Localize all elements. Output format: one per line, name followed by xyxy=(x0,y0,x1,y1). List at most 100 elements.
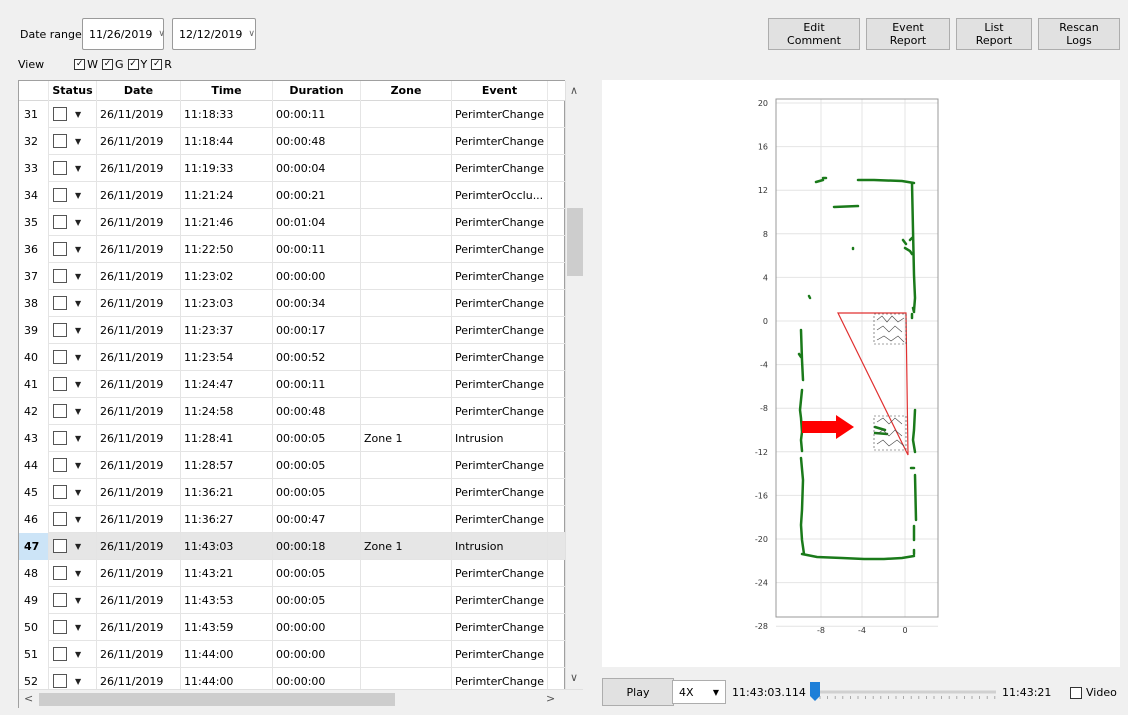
status-checkbox[interactable] xyxy=(53,539,67,553)
view-option-w[interactable]: ✓ W xyxy=(74,58,98,71)
column-header-event[interactable]: Event xyxy=(452,81,548,101)
column-header-status[interactable]: Status xyxy=(49,81,97,101)
status-dropdown[interactable]: ▼ xyxy=(49,505,97,533)
dropdown-arrow-icon[interactable]: ▼ xyxy=(75,298,82,308)
rescan-logs-button[interactable]: Rescan Logs xyxy=(1038,18,1120,50)
dropdown-arrow-icon[interactable]: ▼ xyxy=(75,244,82,254)
status-dropdown[interactable]: ▼ xyxy=(49,154,97,182)
table-row[interactable]: 33 ▼ 26/11/2019 11:19:33 00:00:04 PerimterCha… xyxy=(19,154,565,182)
table-row[interactable]: 46 ▼ 26/11/2019 11:36:27 00:00:47 PerimterCha… xyxy=(19,505,565,533)
view-option-g[interactable]: ✓ G xyxy=(102,58,124,71)
status-dropdown[interactable]: ▼ xyxy=(49,370,97,398)
status-dropdown[interactable]: ▼ xyxy=(49,316,97,344)
status-dropdown[interactable]: ▼ xyxy=(49,289,97,317)
row-number[interactable]: 48 xyxy=(19,559,49,587)
row-number[interactable]: 41 xyxy=(19,370,49,398)
status-checkbox[interactable] xyxy=(53,458,67,472)
dropdown-arrow-icon[interactable]: ▼ xyxy=(75,541,82,551)
row-number[interactable]: 31 xyxy=(19,100,49,128)
row-number[interactable]: 50 xyxy=(19,613,49,641)
status-dropdown[interactable]: ▼ xyxy=(49,586,97,614)
status-checkbox[interactable] xyxy=(53,215,67,229)
status-dropdown[interactable]: ▼ xyxy=(49,667,97,695)
table-row[interactable]: 49 ▼ 26/11/2019 11:43:53 00:00:05 PerimterCha… xyxy=(19,586,565,614)
row-number[interactable]: 36 xyxy=(19,235,49,263)
column-header-time[interactable]: Time xyxy=(181,81,273,101)
status-dropdown[interactable]: ▼ xyxy=(49,424,97,452)
status-checkbox[interactable] xyxy=(53,188,67,202)
start-date-picker[interactable]: 11/26/2019 ∨ xyxy=(82,18,165,50)
table-row[interactable]: 31 ▼ 26/11/2019 11:18:33 00:00:11 PerimterCha… xyxy=(19,100,565,128)
horizontal-scrollbar[interactable]: < > xyxy=(19,689,583,708)
scroll-up-icon[interactable]: ∧ xyxy=(570,84,579,97)
status-dropdown[interactable]: ▼ xyxy=(49,127,97,155)
dropdown-arrow-icon[interactable]: ▼ xyxy=(75,487,82,497)
status-checkbox[interactable] xyxy=(53,647,67,661)
table-row[interactable]: 40 ▼ 26/11/2019 11:23:54 00:00:52 PerimterCha… xyxy=(19,343,565,371)
table-row[interactable]: 37 ▼ 26/11/2019 11:23:02 00:00:00 PerimterCha… xyxy=(19,262,565,290)
dropdown-arrow-icon[interactable]: ▼ xyxy=(75,217,82,227)
status-checkbox[interactable] xyxy=(53,620,67,634)
row-number[interactable]: 37 xyxy=(19,262,49,290)
row-number[interactable]: 45 xyxy=(19,478,49,506)
status-dropdown[interactable]: ▼ xyxy=(49,208,97,236)
scroll-down-icon[interactable]: ∨ xyxy=(570,671,579,684)
end-date-picker[interactable]: 12/12/2019 ∨ xyxy=(172,18,256,50)
table-row[interactable]: 34 ▼ 26/11/2019 11:21:24 00:00:21 PerimterOcc… xyxy=(19,181,565,209)
row-number[interactable]: 47 xyxy=(19,532,49,560)
dropdown-arrow-icon[interactable]: ▼ xyxy=(75,622,82,632)
status-dropdown[interactable]: ▼ xyxy=(49,532,97,560)
status-checkbox[interactable] xyxy=(53,674,67,688)
status-checkbox[interactable] xyxy=(53,107,67,121)
playback-slider[interactable] xyxy=(808,680,1000,704)
dropdown-arrow-icon[interactable]: ▼ xyxy=(75,514,82,524)
dropdown-arrow-icon[interactable]: ▼ xyxy=(75,568,82,578)
dropdown-arrow-icon[interactable]: ▼ xyxy=(75,109,82,119)
view-option-r[interactable]: ✓ R xyxy=(151,58,172,71)
status-checkbox[interactable] xyxy=(53,269,67,283)
status-checkbox[interactable] xyxy=(53,431,67,445)
row-number[interactable]: 32 xyxy=(19,127,49,155)
speed-select[interactable]: 4X ▼ xyxy=(672,680,726,704)
table-row[interactable]: 32 ▼ 26/11/2019 11:18:44 00:00:48 PerimterCha… xyxy=(19,127,565,155)
dropdown-arrow-icon[interactable]: ▼ xyxy=(75,433,82,443)
status-dropdown[interactable]: ▼ xyxy=(49,478,97,506)
status-checkbox[interactable] xyxy=(53,512,67,526)
row-number[interactable]: 51 xyxy=(19,640,49,668)
scroll-left-icon[interactable]: < xyxy=(24,692,34,705)
vertical-scroll-thumb[interactable] xyxy=(567,208,583,276)
table-row[interactable]: 39 ▼ 26/11/2019 11:23:37 00:00:17 PerimterCha… xyxy=(19,316,565,344)
table-row[interactable]: 38 ▼ 26/11/2019 11:23:03 00:00:34 PerimterCha… xyxy=(19,289,565,317)
status-checkbox[interactable] xyxy=(53,593,67,607)
status-dropdown[interactable]: ▼ xyxy=(49,397,97,425)
table-row[interactable]: 36 ▼ 26/11/2019 11:22:50 00:00:11 PerimterCha… xyxy=(19,235,565,263)
edit-comment-button[interactable]: Edit Comment xyxy=(768,18,860,50)
row-number[interactable]: 46 xyxy=(19,505,49,533)
row-number[interactable]: 40 xyxy=(19,343,49,371)
table-row[interactable]: 44 ▼ 26/11/2019 11:28:57 00:00:05 PerimterCha… xyxy=(19,451,565,479)
row-number[interactable]: 49 xyxy=(19,586,49,614)
table-row[interactable]: 50 ▼ 26/11/2019 11:43:59 00:00:00 PerimterCha… xyxy=(19,613,565,641)
status-dropdown[interactable]: ▼ xyxy=(49,262,97,290)
play-button[interactable]: Play xyxy=(602,678,674,706)
row-number[interactable]: 43 xyxy=(19,424,49,452)
list-report-button[interactable]: List Report xyxy=(956,18,1032,50)
status-dropdown[interactable]: ▼ xyxy=(49,613,97,641)
dropdown-arrow-icon[interactable]: ▼ xyxy=(75,676,82,686)
dropdown-arrow-icon[interactable]: ▼ xyxy=(75,352,82,362)
table-row[interactable]: 35 ▼ 26/11/2019 11:21:46 00:01:04 PerimterCha… xyxy=(19,208,565,236)
dropdown-arrow-icon[interactable]: ▼ xyxy=(75,595,82,605)
status-dropdown[interactable]: ▼ xyxy=(49,640,97,668)
status-dropdown[interactable]: ▼ xyxy=(49,235,97,263)
column-header-zone[interactable]: Zone xyxy=(361,81,452,101)
table-row[interactable]: 43 ▼ 26/11/2019 11:28:41 00:00:05 Zone 1 Intru… xyxy=(19,424,565,452)
status-dropdown[interactable]: ▼ xyxy=(49,100,97,128)
row-number[interactable]: 33 xyxy=(19,154,49,182)
scroll-right-icon[interactable]: > xyxy=(546,692,556,705)
vertical-scrollbar[interactable]: ∧ ∨ xyxy=(565,81,583,689)
table-row[interactable]: 51 ▼ 26/11/2019 11:44:00 00:00:00 PerimterCha… xyxy=(19,640,565,668)
video-checkbox[interactable]: Video xyxy=(1070,686,1117,699)
status-dropdown[interactable]: ▼ xyxy=(49,451,97,479)
horizontal-scroll-thumb[interactable] xyxy=(39,693,395,706)
table-row[interactable]: 47 ▼ 26/11/2019 11:43:03 00:00:18 Zone 1 Intru… xyxy=(19,532,565,560)
